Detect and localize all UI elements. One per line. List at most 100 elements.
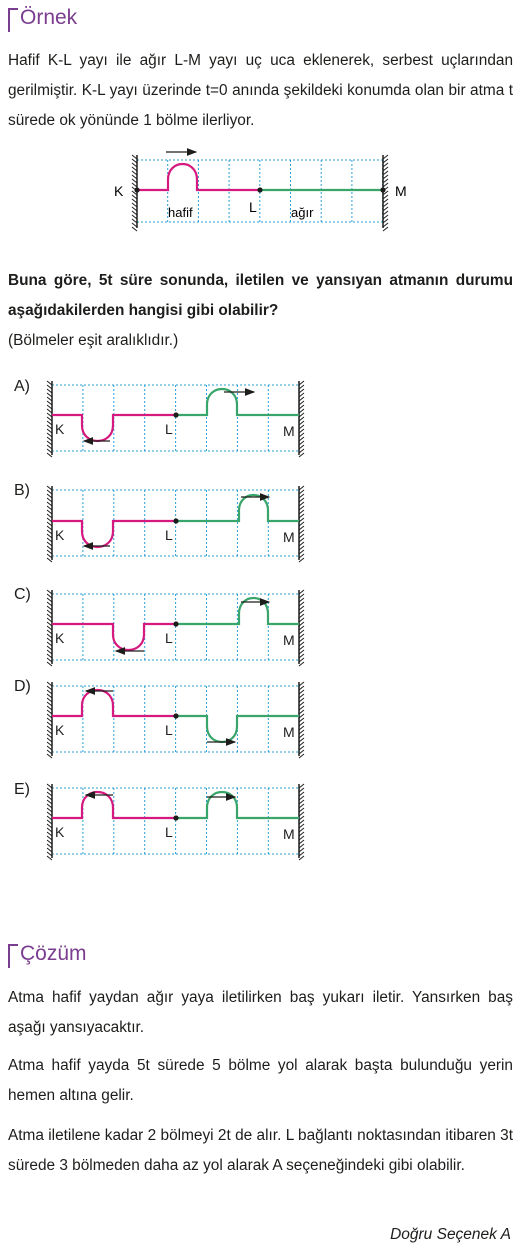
wall-hatch bbox=[298, 416, 305, 422]
wall-hatch bbox=[46, 705, 53, 711]
option-d-label[interactable]: D) bbox=[14, 678, 31, 695]
wall-hatch bbox=[46, 489, 53, 495]
wall-hatch bbox=[298, 396, 305, 402]
wall-hatch bbox=[46, 517, 53, 523]
wall-hatch bbox=[46, 424, 53, 430]
wall-hatch bbox=[46, 529, 53, 535]
wall-hatch bbox=[46, 745, 53, 751]
wall-hatch bbox=[131, 226, 138, 232]
wall-hatch bbox=[298, 601, 305, 607]
wall-hatch bbox=[298, 513, 305, 519]
wall-hatch bbox=[298, 693, 305, 699]
option-c-label[interactable]: C) bbox=[14, 586, 31, 603]
wall-hatch bbox=[131, 166, 138, 172]
wall-hatch bbox=[46, 689, 53, 695]
option-k-label: K bbox=[55, 527, 65, 543]
option-l-label: L bbox=[165, 824, 173, 840]
wall-hatch bbox=[298, 589, 305, 595]
wall-hatch bbox=[298, 661, 305, 667]
wall-hatch bbox=[46, 713, 53, 719]
wall-hatch bbox=[46, 505, 53, 511]
wall-hatch bbox=[298, 529, 305, 535]
wall-hatch bbox=[46, 733, 53, 739]
wall-hatch bbox=[382, 218, 389, 224]
wall-hatch bbox=[298, 799, 305, 805]
wall-hatch bbox=[382, 162, 389, 168]
wall-hatch bbox=[298, 847, 305, 853]
wall-hatch bbox=[46, 412, 53, 418]
wall-hatch bbox=[46, 851, 53, 857]
wall-hatch bbox=[298, 432, 305, 438]
wall-hatch bbox=[46, 400, 53, 406]
wall-hatch bbox=[298, 791, 305, 797]
wall-hatch bbox=[46, 384, 53, 390]
wall-hatch bbox=[298, 685, 305, 691]
wall-hatch bbox=[298, 493, 305, 499]
wall-hatch bbox=[46, 545, 53, 551]
option-m-label: M bbox=[283, 724, 295, 740]
wall-hatch bbox=[131, 154, 138, 160]
wall-hatch bbox=[298, 811, 305, 817]
wall-hatch bbox=[46, 448, 53, 454]
wall-hatch bbox=[382, 158, 389, 164]
wall-hatch bbox=[298, 689, 305, 695]
wall-hatch bbox=[46, 787, 53, 793]
wall-hatch bbox=[382, 222, 389, 228]
option-a-label[interactable]: A) bbox=[14, 378, 30, 395]
wall-hatch bbox=[46, 799, 53, 805]
wall-hatch bbox=[46, 617, 53, 623]
wall-hatch bbox=[298, 617, 305, 623]
wall-hatch bbox=[46, 709, 53, 715]
wall-hatch bbox=[131, 158, 138, 164]
wall-hatch bbox=[131, 182, 138, 188]
wall-hatch bbox=[46, 553, 53, 559]
example-k-label: K bbox=[114, 183, 124, 199]
wall-hatch bbox=[46, 392, 53, 398]
junction-dot bbox=[173, 412, 179, 418]
wall-hatch bbox=[131, 218, 138, 224]
wall-hatch bbox=[46, 835, 53, 841]
wall-hatch bbox=[298, 485, 305, 491]
wall-hatch bbox=[298, 819, 305, 825]
wall-hatch bbox=[298, 541, 305, 547]
wall-hatch bbox=[46, 436, 53, 442]
wall-hatch bbox=[46, 420, 53, 426]
wall-hatch bbox=[46, 811, 53, 817]
option-k-label: K bbox=[55, 824, 65, 840]
wall-hatch bbox=[46, 557, 53, 563]
wall-hatch bbox=[298, 697, 305, 703]
wall-hatch bbox=[46, 609, 53, 615]
wall-hatch bbox=[46, 721, 53, 727]
wall-hatch bbox=[298, 613, 305, 619]
wall-hatch bbox=[298, 721, 305, 727]
light-spring bbox=[52, 791, 176, 820]
option-m-label: M bbox=[283, 423, 295, 439]
wall-hatch bbox=[298, 633, 305, 639]
junction-dot bbox=[380, 187, 386, 193]
wall-hatch bbox=[131, 194, 138, 200]
wall-hatch bbox=[382, 174, 389, 180]
wall-hatch bbox=[298, 605, 305, 611]
wall-hatch bbox=[46, 593, 53, 599]
wall-hatch bbox=[46, 701, 53, 707]
wall-hatch bbox=[46, 823, 53, 829]
wall-hatch bbox=[46, 509, 53, 515]
solution-paragraph-2: Atma hafif yayda 5t sürede 5 bölme yol a… bbox=[8, 1057, 513, 1104]
heavy-spring bbox=[176, 494, 299, 523]
question-text: Buna göre, 5t süre sonunda, iletilen ve … bbox=[8, 272, 513, 319]
option-k-label: K bbox=[55, 630, 65, 646]
wall-hatch bbox=[382, 182, 389, 188]
wall-hatch bbox=[298, 843, 305, 849]
wall-hatch bbox=[382, 226, 389, 232]
wall-hatch bbox=[46, 649, 53, 655]
wall-hatch bbox=[46, 725, 53, 731]
wall-hatch bbox=[298, 557, 305, 563]
wall-hatch bbox=[46, 831, 53, 837]
junction-dot bbox=[173, 621, 179, 627]
wall-hatch bbox=[46, 741, 53, 747]
wall-hatch bbox=[46, 645, 53, 651]
option-e-label[interactable]: E) bbox=[14, 781, 30, 798]
wall-hatch bbox=[46, 388, 53, 394]
wall-hatch bbox=[298, 621, 305, 627]
option-b-label[interactable]: B) bbox=[14, 482, 30, 499]
